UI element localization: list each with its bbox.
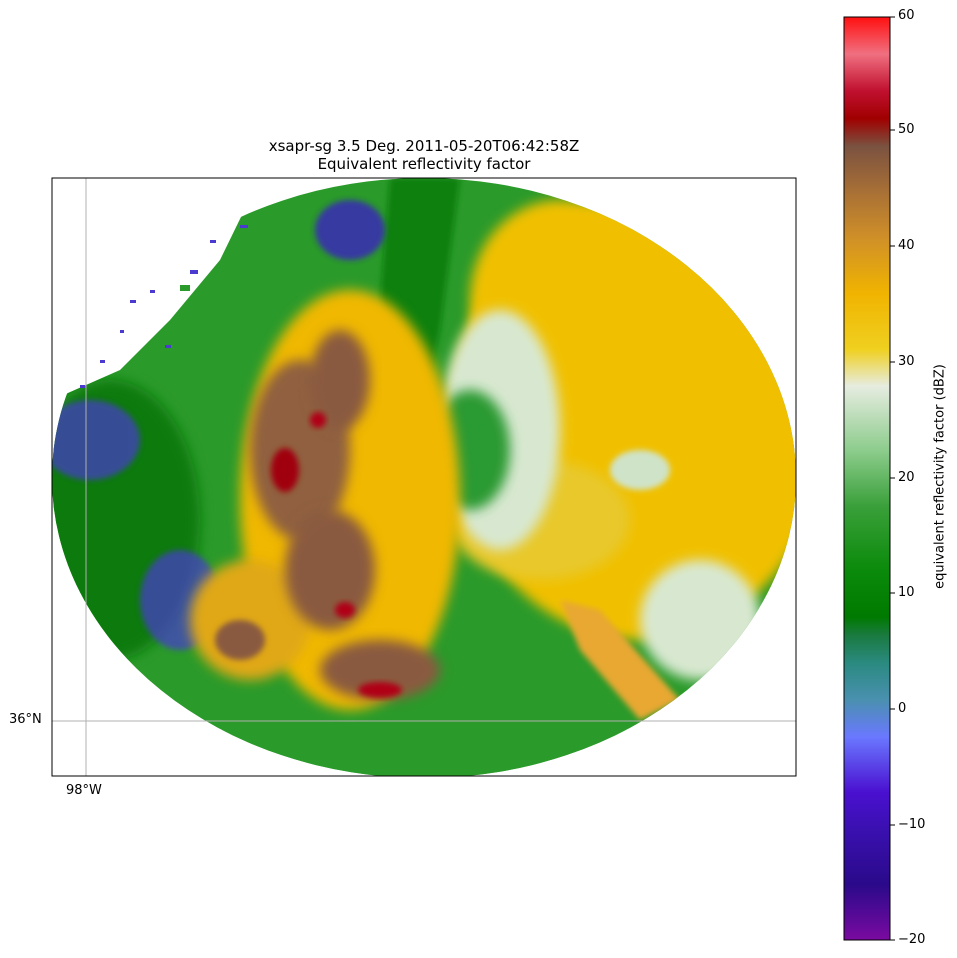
colorbar bbox=[844, 17, 890, 940]
colorbar-tick-label: 50 bbox=[898, 122, 915, 137]
colorbar-label: equivalent reflectivity factor (dBZ) bbox=[932, 364, 948, 589]
map-axes-frame bbox=[51, 177, 797, 777]
colorbar-tick-label: 10 bbox=[898, 585, 915, 600]
colorbar-tick-label: 40 bbox=[898, 238, 915, 253]
colorbar-tick-label: −10 bbox=[898, 817, 926, 832]
latitude-label: 36°N bbox=[9, 712, 42, 727]
colorbar-tick-label: 60 bbox=[898, 8, 915, 23]
title-line-2: Equivalent reflectivity factor bbox=[317, 155, 531, 173]
plot-title: xsapr-sg 3.5 Deg. 2011-05-20T06:42:58Z E… bbox=[52, 137, 796, 173]
colorbar-tick-label: −20 bbox=[898, 932, 926, 947]
colorbar-tick-label: 30 bbox=[898, 354, 915, 369]
title-line-1: xsapr-sg 3.5 Deg. 2011-05-20T06:42:58Z bbox=[268, 137, 580, 155]
colorbar-tick-label: 0 bbox=[898, 701, 907, 716]
longitude-label: 98°W bbox=[66, 783, 102, 798]
colorbar-ticks bbox=[890, 16, 895, 941]
colorbar-tick-label: 20 bbox=[898, 470, 915, 485]
